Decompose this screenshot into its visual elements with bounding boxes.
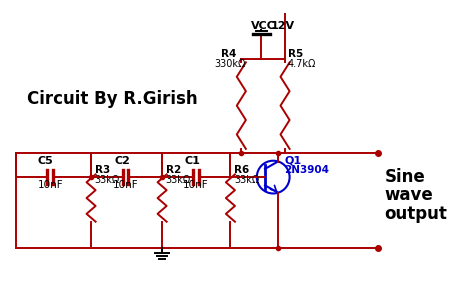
Text: Sine: Sine [384, 168, 425, 186]
Text: C5: C5 [37, 156, 53, 166]
Text: VCC: VCC [251, 21, 275, 31]
Text: R4: R4 [221, 49, 237, 59]
Text: C1: C1 [185, 156, 201, 166]
Text: R6: R6 [234, 165, 249, 175]
Text: Q1: Q1 [284, 155, 301, 165]
Text: 12V: 12V [270, 21, 295, 31]
Text: 10nF: 10nF [183, 180, 209, 190]
Text: C2: C2 [115, 156, 130, 166]
Text: R2: R2 [166, 165, 181, 175]
Text: 33kΩ: 33kΩ [234, 175, 259, 185]
Text: 4.7kΩ: 4.7kΩ [288, 59, 316, 69]
Text: R5: R5 [288, 49, 303, 59]
Text: Circuit By R.Girish: Circuit By R.Girish [27, 90, 198, 108]
Text: 10nF: 10nF [113, 180, 139, 190]
Text: 33kΩ: 33kΩ [166, 175, 191, 185]
Text: output: output [384, 204, 447, 222]
Text: 2N3904: 2N3904 [284, 165, 329, 176]
Text: 10nF: 10nF [37, 180, 63, 190]
Text: 33kΩ: 33kΩ [94, 175, 120, 185]
Text: wave: wave [384, 186, 433, 204]
Text: R3: R3 [94, 165, 110, 175]
Text: 330kΩ: 330kΩ [214, 59, 245, 69]
